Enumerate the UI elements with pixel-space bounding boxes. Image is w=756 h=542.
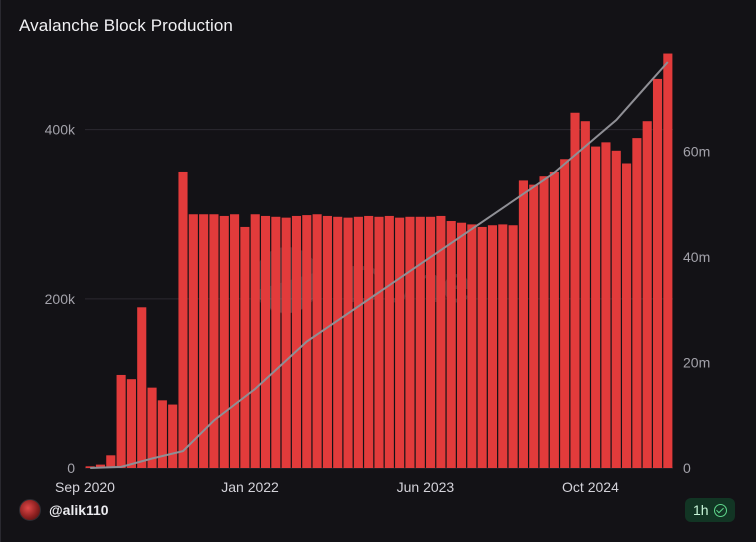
chart-title: Avalanche Block Production [19,16,233,35]
bar [487,225,498,468]
bar [353,216,363,468]
bar [95,464,106,468]
bar [291,215,302,468]
bar [85,466,95,468]
author-name: @alik110 [49,502,109,518]
y-left-tick-labels: 0 200k 400k [45,122,76,476]
bar [518,180,528,468]
author-info[interactable]: @alik110 [19,499,109,521]
avatar [19,499,41,521]
x-tick-label: Jan 2022 [221,479,279,495]
bar [580,121,590,468]
bar [456,222,467,468]
bar [498,224,508,468]
bar [663,53,673,469]
cumulative-line [90,61,669,469]
x-tick-label: Sep 2020 [55,479,115,495]
bar [395,217,405,468]
bar [178,171,188,469]
bar [240,226,250,468]
bar [570,112,580,468]
bar [188,214,198,468]
bar [219,215,229,468]
bar [611,150,621,468]
bar [549,171,559,469]
y-right-tick-label: 60m [683,144,710,160]
y-left-tick-label: 400k [45,122,76,138]
bar [591,146,601,469]
bar [446,221,456,468]
y-left-tick-label: 200k [45,291,76,307]
bar [106,455,116,468]
y-right-tick-labels: 0 20m 40m 60m [683,144,710,476]
x-tick-labels: Sep 2020 Jan 2022 Jun 2023 Oct 2024 [55,479,619,495]
bar [622,163,632,468]
bar [384,215,394,468]
check-circle-icon [713,503,727,517]
y-left-tick-label: 0 [67,460,75,476]
bar [426,216,436,468]
bar [405,216,415,468]
refresh-label: 1h [693,502,709,518]
bar [632,138,642,468]
bar [271,216,281,468]
bar [250,214,260,468]
bar [436,215,446,468]
bar [209,214,219,468]
bar [199,214,209,468]
x-tick-label: Jun 2023 [397,479,455,495]
bar [364,215,374,468]
bar [652,78,663,469]
bar [601,142,611,468]
bar [374,216,384,468]
bar [642,121,652,468]
bar [147,387,157,468]
bar [529,184,539,469]
bar-series [85,53,673,469]
bar [312,214,322,468]
bar [467,224,477,468]
bar [126,379,136,468]
bar [539,176,549,468]
bar [322,215,332,468]
bar [477,226,487,468]
bar [168,404,178,468]
bar [281,217,291,468]
bar [260,215,271,468]
refresh-badge[interactable]: 1h [685,498,735,522]
y-right-tick-label: 40m [683,249,710,265]
y-right-tick-label: 0 [683,460,691,476]
bar [415,216,425,468]
bar [508,225,518,468]
bar [333,216,343,468]
bar [137,307,147,468]
bar [560,159,570,469]
x-tick-label: Oct 2024 [562,479,619,495]
bar [157,400,167,468]
bar [230,214,240,468]
y-right-tick-label: 20m [683,355,710,371]
bar [116,374,126,468]
bar [343,217,353,468]
